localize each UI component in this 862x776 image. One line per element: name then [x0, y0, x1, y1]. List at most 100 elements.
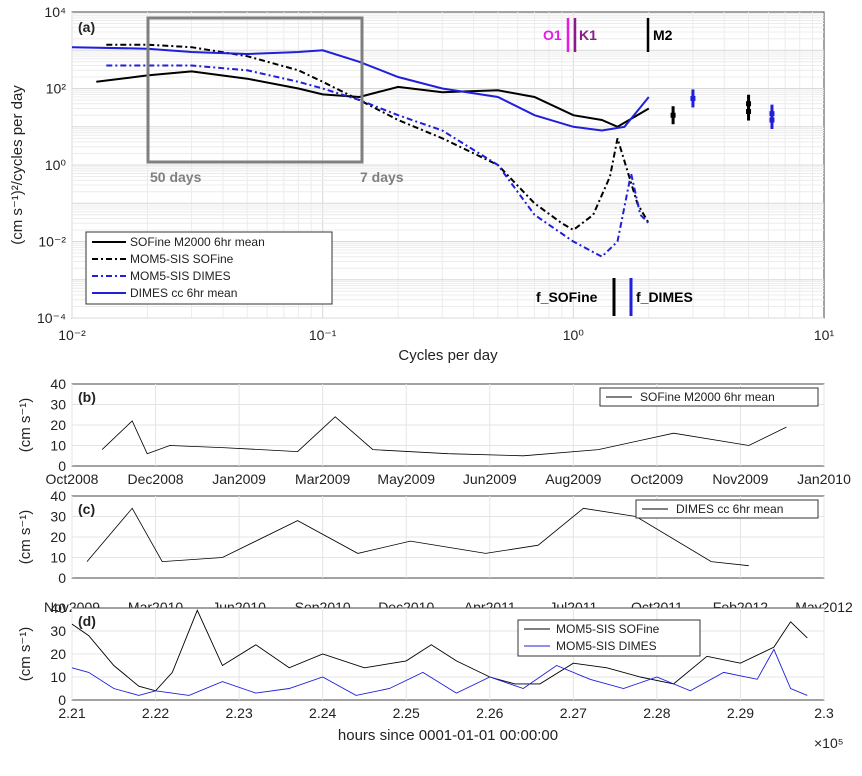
panel-c-legend: DIMES cc 6hr mean [635, 499, 819, 519]
panel-a-lines [71, 43, 775, 258]
x-tick-label: 10⁰ [563, 327, 585, 343]
legend-entry-sofine: MOM5-SIS SOFine [556, 622, 660, 636]
panel-b-legend: SOFine M2000 6hr mean [599, 387, 819, 407]
legend-entry-dimes: DIMES cc 6hr mean [130, 286, 237, 300]
x-tick-label: Oct2009 [630, 471, 683, 487]
legend-entry-sofine: SOFine M2000 6hr mean [130, 235, 265, 249]
y-tick-label: 10 [50, 669, 66, 685]
x-tick-label: 10⁻¹ [309, 327, 337, 343]
x-tick-label: 10⁻² [58, 327, 86, 343]
panel-b-ylabel: (cm s⁻¹) [17, 398, 34, 453]
x-tick-label: 2.26 [476, 705, 503, 721]
panel-a: (a) 50 days 7 days O1 K1 M2 f_SOFine f_D… [9, 4, 834, 364]
x-tick-label: May2009 [377, 471, 435, 487]
y-tick-label: 10⁴ [44, 4, 66, 20]
data-point [690, 95, 696, 101]
data-point [670, 112, 676, 118]
x-tick-label: 2.29 [727, 705, 754, 721]
x-tick-label: Jan2009 [212, 471, 266, 487]
panel-d-label: (d) [78, 613, 96, 629]
tide-o1-label: O1 [543, 27, 562, 43]
y-tick-label: 30 [50, 397, 66, 413]
series-line-1 [106, 43, 650, 232]
box-right-label: 7 days [360, 169, 404, 185]
y-tick-label: 10² [46, 81, 67, 97]
legend-box [599, 387, 819, 407]
x-tick-label: 2.22 [142, 705, 169, 721]
panel-d-ylabel: (cm s⁻¹) [17, 627, 34, 682]
x-tick-label: 2.28 [643, 705, 670, 721]
y-tick-label: 30 [50, 623, 66, 639]
frequency-box [146, 16, 364, 164]
y-tick-label: 10 [50, 550, 66, 566]
panel-d: (d) MOM5-SIS SOFine MOM5-SIS DIMES (cm s… [17, 600, 844, 751]
panel-a-grid [71, 12, 824, 319]
legend-box [517, 619, 701, 657]
legend-entry: DIMES cc 6hr mean [676, 502, 783, 516]
panel-c: (c) DIMES cc 6hr mean (cm s⁻¹) Nov2009 Ma… [17, 488, 853, 615]
x-tick-label: Jan2010 [797, 471, 851, 487]
panel-c-grid [71, 496, 825, 578]
y-tick-label: 40 [50, 488, 66, 504]
y-tick-label: 10⁰ [45, 157, 67, 173]
x-tick-label: 2.25 [393, 705, 420, 721]
panel-a-legend: SOFine M2000 6hr mean MOM5-SIS SOFine MO… [85, 231, 333, 305]
y-tick-label: 0 [58, 692, 66, 708]
x-tick-label: 2.21 [58, 705, 85, 721]
y-tick-label: 10 [50, 438, 66, 454]
panel-d-legend: MOM5-SIS SOFine MOM5-SIS DIMES [517, 619, 701, 657]
tide-m2-label: M2 [653, 27, 673, 43]
tide-k1-label: K1 [579, 27, 597, 43]
inertial-sofine-label: f_SOFine [536, 289, 598, 305]
legend-entry-mom5-dimes: MOM5-SIS DIMES [130, 269, 231, 283]
panel-d-ticks: 2.21 2.22 2.23 2.24 2.25 2.26 2.27 2.28 2.29 2.3 0… [50, 600, 834, 721]
y-tick-label: 0 [58, 570, 66, 586]
y-tick-label: 10⁻⁴ [37, 310, 66, 326]
y-tick-label: 20 [50, 529, 66, 545]
panel-b-label: (b) [78, 389, 96, 405]
panel-a-xlabel: Cycles per day [398, 347, 498, 364]
series-line-0 [96, 70, 650, 128]
panel-a-label: (a) [78, 19, 95, 35]
x-tick-label: 2.23 [225, 705, 252, 721]
data-point [769, 111, 775, 117]
panel-d-series-mom5-sofine [71, 609, 808, 692]
data-point [746, 101, 752, 107]
legend-entry-mom5-sofine: MOM5-SIS SOFine [130, 252, 234, 266]
panel-b: (b) SOFine M2000 6hr mean (cm s⁻¹) Oct20… [17, 376, 851, 487]
y-tick-label: 0 [58, 458, 66, 474]
inertial-dimes-label: f_DIMES [636, 289, 693, 305]
panel-b-series-sofine [101, 416, 787, 457]
x-tick-label: 2.27 [560, 705, 587, 721]
x-tick-label: Aug2009 [545, 471, 601, 487]
x-tick-label: Mar2009 [295, 471, 350, 487]
panel-d-xlabel: hours since 0001-01-01 00:00:00 [338, 727, 558, 744]
x-tick-label: 10¹ [814, 327, 835, 343]
y-tick-label: 30 [50, 509, 66, 525]
legend-box [85, 231, 333, 305]
legend-entry: SOFine M2000 6hr mean [640, 390, 775, 404]
y-tick-label: 20 [50, 417, 66, 433]
legend-entry-dimes: MOM5-SIS DIMES [556, 639, 657, 653]
y-tick-label: 20 [50, 646, 66, 662]
panel-d-series-mom5-dimes [71, 648, 808, 696]
x-tick-label: Jun2009 [463, 471, 517, 487]
panel-d-xexp: ×10⁵ [814, 735, 844, 751]
box-left-label: 50 days [150, 169, 202, 185]
panel-a-ylabel: (cm s⁻¹)²/cycles per day [9, 85, 26, 245]
y-tick-label: 40 [50, 600, 66, 616]
panel-c-label: (c) [78, 501, 95, 517]
y-tick-label: 10⁻² [38, 234, 66, 250]
x-tick-label: Nov2009 [712, 471, 768, 487]
x-tick-label: Oct2008 [46, 471, 99, 487]
x-tick-label: 2.24 [309, 705, 336, 721]
y-tick-label: 40 [50, 376, 66, 392]
x-tick-label: Dec2008 [128, 471, 184, 487]
panel-b-ticks: Oct2008 Dec2008 Jan2009 Mar2009 May2009 Jun20… [46, 376, 852, 487]
series-line-3 [71, 46, 650, 132]
panel-c-ylabel: (cm s⁻¹) [17, 510, 34, 565]
series-line-2 [106, 64, 650, 258]
legend-box [635, 499, 819, 519]
